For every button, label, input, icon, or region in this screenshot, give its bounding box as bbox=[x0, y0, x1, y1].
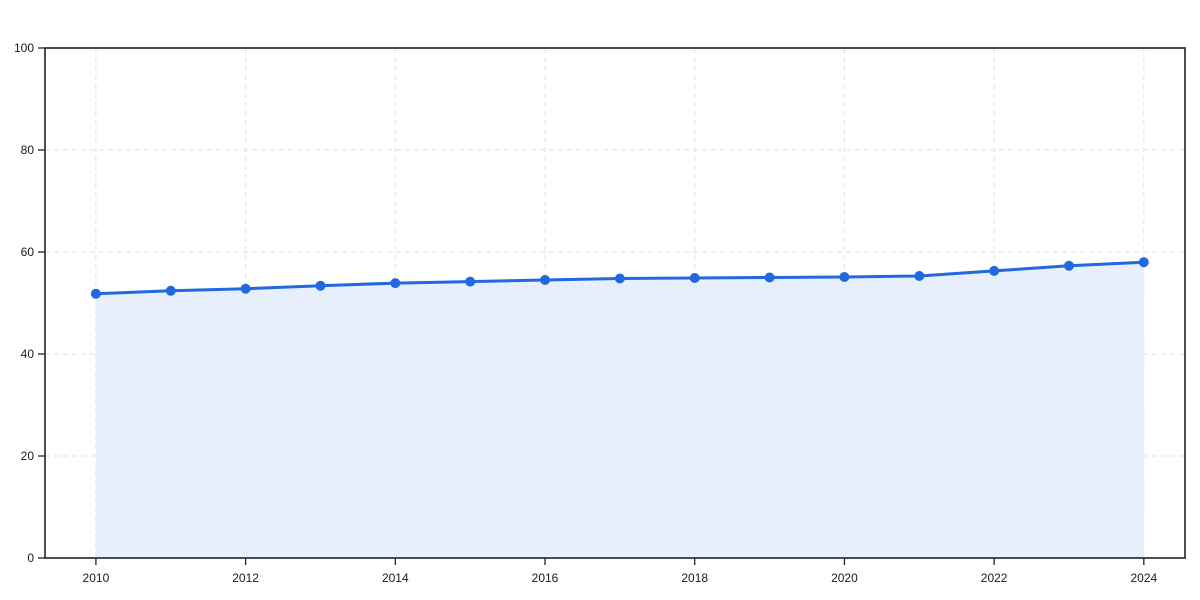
data-point-2023 bbox=[1064, 260, 1074, 271]
x-tick-label: 2018 bbox=[681, 571, 708, 585]
area-fill bbox=[95, 262, 1144, 558]
x-tick-label: 2016 bbox=[532, 571, 559, 585]
data-point-2016 bbox=[540, 275, 550, 285]
data-point-2022 bbox=[989, 265, 1000, 276]
data-point-2019 bbox=[764, 272, 775, 283]
data-point-2015 bbox=[465, 276, 476, 287]
data-point-2011 bbox=[165, 285, 176, 296]
y-tick-label: 80 bbox=[21, 143, 35, 157]
data-point-2010 bbox=[90, 288, 101, 299]
y-tick-label: 20 bbox=[21, 449, 35, 463]
data-point-2018 bbox=[689, 273, 700, 283]
x-tick-label: 2022 bbox=[981, 571, 1008, 585]
data-point-2021 bbox=[914, 271, 925, 281]
x-tick-label: 2012 bbox=[232, 571, 259, 585]
x-tick-label: 2024 bbox=[1130, 571, 1157, 585]
plot-border bbox=[44, 47, 1186, 559]
data-point-2013 bbox=[315, 280, 326, 291]
data-point-2020 bbox=[839, 272, 850, 282]
x-tick-label: 2010 bbox=[83, 571, 110, 585]
y-tick-label: 60 bbox=[21, 245, 35, 259]
x-tick-label: 2020 bbox=[831, 571, 858, 585]
x-tick-label: 2014 bbox=[382, 571, 409, 585]
data-point-2017 bbox=[614, 273, 625, 284]
y-tick-label: 40 bbox=[21, 347, 35, 361]
y-tick-label: 0 bbox=[27, 551, 34, 565]
data-point-2012 bbox=[240, 283, 251, 294]
data-point-2014 bbox=[390, 278, 401, 289]
y-tick-label: 100 bbox=[14, 41, 34, 55]
data-point-2024 bbox=[1138, 257, 1149, 268]
